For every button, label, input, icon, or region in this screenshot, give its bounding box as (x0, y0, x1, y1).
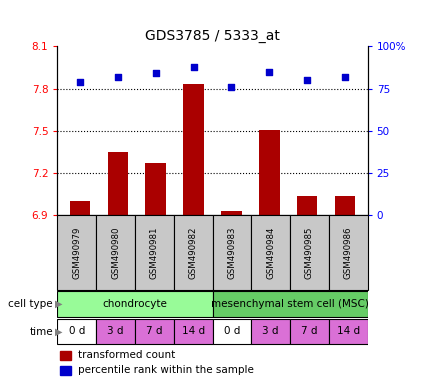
Point (76, 79, 83, 85)
Bar (60, 351, 71, 360)
Text: GSM490982: GSM490982 (189, 227, 198, 279)
Bar (251, 215, 290, 290)
Text: chondrocyte: chondrocyte (102, 299, 167, 309)
Text: 7 d: 7 d (301, 326, 318, 336)
Text: transformed count: transformed count (77, 350, 175, 360)
Bar (221, 211, 242, 215)
Bar (135, 215, 174, 290)
Bar (96, 319, 135, 344)
Point (342, 74, 348, 80)
Text: 0 d: 0 d (68, 326, 85, 336)
Point (228, 84, 235, 90)
Bar (60, 366, 71, 375)
Bar (57, 319, 96, 344)
Text: GSM490979: GSM490979 (72, 227, 81, 279)
Text: percentile rank within the sample: percentile rank within the sample (77, 366, 253, 376)
Text: ▶: ▶ (55, 299, 63, 309)
Bar (57, 215, 96, 290)
Text: GSM490980: GSM490980 (111, 227, 120, 279)
Point (266, 69, 273, 75)
Bar (174, 215, 212, 290)
Text: 14 d: 14 d (337, 326, 360, 336)
Bar (70, 201, 91, 215)
Bar (174, 319, 212, 344)
Bar (290, 319, 329, 344)
Bar (329, 319, 368, 344)
Bar (212, 291, 368, 317)
Bar (183, 84, 204, 215)
Text: 3 d: 3 d (107, 326, 124, 336)
Bar (145, 163, 166, 215)
Text: GSM490983: GSM490983 (227, 227, 236, 279)
Point (114, 74, 121, 80)
Bar (297, 196, 317, 215)
Text: time: time (29, 327, 53, 337)
Text: cell type: cell type (8, 299, 53, 309)
Text: mesenchymal stem cell (MSC): mesenchymal stem cell (MSC) (211, 299, 369, 309)
Bar (96, 215, 135, 290)
Text: GSM490985: GSM490985 (305, 227, 314, 279)
Bar (135, 319, 174, 344)
Bar (212, 215, 251, 290)
Bar (108, 152, 128, 215)
Title: GDS3785 / 5333_at: GDS3785 / 5333_at (145, 29, 280, 43)
Text: GSM490984: GSM490984 (266, 227, 275, 279)
Bar (334, 196, 355, 215)
Text: 7 d: 7 d (146, 326, 163, 336)
Bar (259, 129, 280, 215)
Bar (329, 215, 368, 290)
Bar (290, 215, 329, 290)
Bar (251, 319, 290, 344)
Point (152, 70, 159, 76)
Text: 0 d: 0 d (224, 326, 240, 336)
Bar (57, 291, 212, 317)
Text: GSM490986: GSM490986 (344, 227, 353, 279)
Text: 3 d: 3 d (262, 326, 279, 336)
Text: 14 d: 14 d (181, 326, 205, 336)
Text: ▶: ▶ (55, 327, 63, 337)
Point (190, 64, 197, 70)
Text: GSM490981: GSM490981 (150, 227, 159, 279)
Bar (212, 319, 251, 344)
Point (304, 77, 311, 83)
